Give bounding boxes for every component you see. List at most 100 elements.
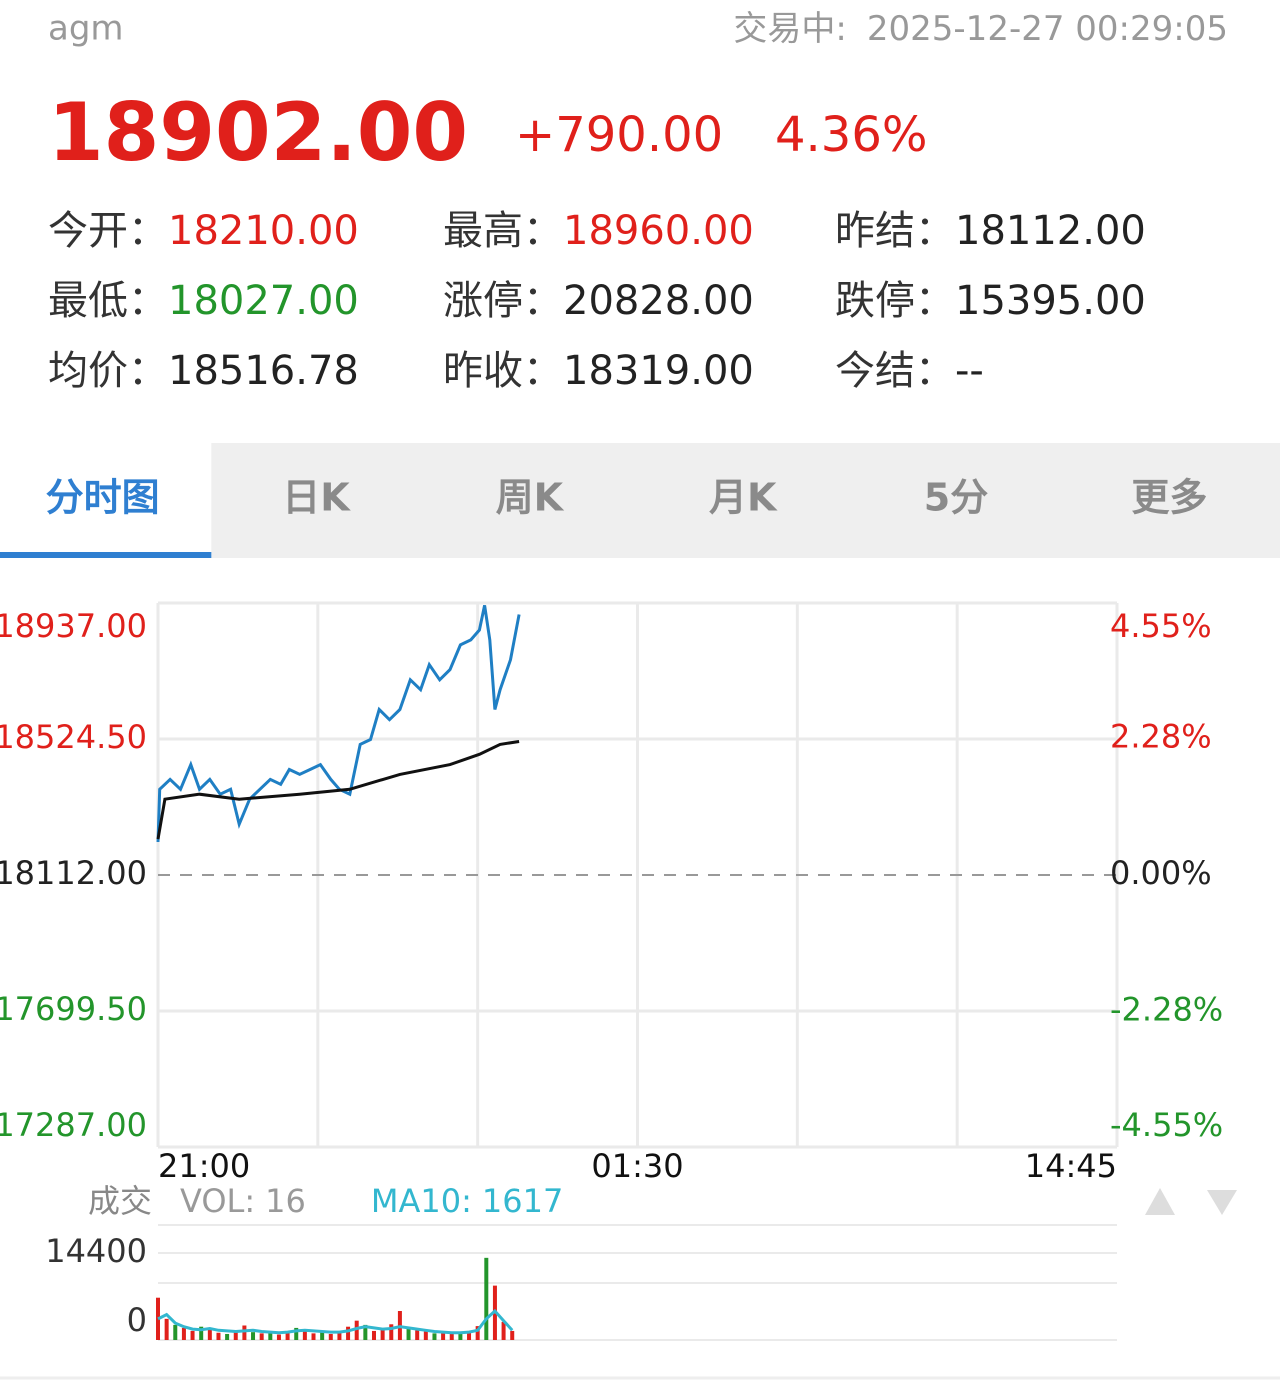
stat-value: 18960.00	[563, 208, 754, 254]
volume-bar	[337, 1331, 342, 1340]
volume-bar	[294, 1327, 299, 1340]
tab-active-bg	[0, 443, 212, 558]
volume-bar	[268, 1331, 273, 1340]
stat: 昨收：18319.00	[443, 348, 754, 394]
volume-bar	[501, 1321, 506, 1340]
vol-label: VOL:	[180, 1182, 255, 1220]
tab[interactable]: 分时图	[46, 476, 160, 520]
stat-value: 18319.00	[563, 348, 754, 394]
y-tick-label: 17287.00	[0, 1106, 147, 1144]
arrow-down-button[interactable]	[1207, 1190, 1237, 1215]
stat-label: 昨收：	[443, 348, 563, 394]
status-line: 交易中: 2025-12-27 00:29:05	[733, 9, 1228, 49]
y2-tick-label: -2.28%	[1110, 990, 1223, 1028]
tabs: 分时图 日K 周K 月K 5分 更多	[0, 443, 1207, 558]
stat-value: 18516.78	[168, 348, 359, 394]
last-price: 18902.00	[48, 86, 468, 179]
volume-bar	[311, 1333, 316, 1340]
volume-bar	[328, 1333, 333, 1340]
volume-bar	[467, 1330, 472, 1340]
volume-bar	[233, 1330, 238, 1340]
volume-bar	[225, 1333, 230, 1340]
y2-tick-label: 2.28%	[1110, 718, 1212, 756]
stat-value: 15395.00	[955, 278, 1146, 324]
y-tick-label: 17699.50	[0, 990, 147, 1028]
volume-bar	[354, 1320, 359, 1340]
volume-bar	[475, 1326, 480, 1340]
stat-label: 最低：	[48, 278, 168, 324]
volume-bar	[346, 1326, 351, 1340]
price-change: +790.00	[515, 107, 723, 163]
stat-label: 涨停：	[443, 278, 563, 324]
stat-value: 18210.00	[168, 208, 359, 254]
vol-value: 16	[265, 1182, 306, 1220]
ma-value: 1617	[482, 1182, 563, 1220]
average-line	[156, 740, 520, 840]
symbol: agm	[48, 9, 124, 49]
volume-bar	[449, 1333, 454, 1340]
stat-label: 最高：	[443, 208, 563, 254]
volume-bar	[302, 1330, 307, 1340]
tab[interactable]: 5分	[924, 476, 988, 520]
tab[interactable]: 日K	[282, 476, 351, 520]
stat: 今开：18210.00	[48, 208, 359, 254]
stat-label: 昨结：	[835, 208, 955, 254]
volume-bar	[484, 1257, 489, 1340]
volume-bar	[207, 1329, 212, 1340]
tab[interactable]: 月K	[709, 476, 778, 520]
stat: 昨结：18112.00	[835, 208, 1146, 254]
stat: 均价：18516.78	[48, 348, 359, 394]
y-tick-label: 18524.50	[0, 718, 147, 756]
stat-value: --	[955, 348, 984, 394]
status: 交易中:	[733, 9, 846, 49]
volume-bar	[320, 1332, 325, 1340]
stat-label: 跌停：	[835, 278, 955, 324]
tab[interactable]: 周K	[496, 476, 565, 520]
volume-chart: 成交 VOL: 16 MA10: 1617 0 14400	[45, 1182, 1117, 1341]
volume-bar	[363, 1324, 368, 1340]
volume-bar	[190, 1330, 195, 1340]
stat-value: 18027.00	[168, 278, 359, 324]
stat: 涨停：20828.00	[443, 278, 754, 324]
volume-bar	[380, 1329, 385, 1340]
stat-value: 20828.00	[563, 278, 754, 324]
ma-label: MA10:	[371, 1182, 472, 1220]
arrow-up-button[interactable]	[1145, 1188, 1175, 1215]
timestamp: 2025-12-27 00:29:05	[867, 9, 1228, 49]
stat-label: 均价：	[48, 348, 168, 394]
y2-tick-label: 0.00%	[1110, 854, 1212, 892]
stat: 跌停：15395.00	[835, 278, 1146, 324]
intraday-chart: 18937.00 18524.50 18112.00 17699.50 17287.00…	[0, 601, 1223, 1185]
volume-bar	[173, 1324, 178, 1340]
volume-bar	[216, 1332, 221, 1340]
stat-label: 今开：	[48, 208, 168, 254]
y2-tick-label: 4.55%	[1110, 607, 1212, 645]
stats: 今开：18210.00 最高：18960.00 昨结：18112.00 最低：1802…	[48, 208, 1146, 394]
volume-bar	[415, 1330, 420, 1340]
tab[interactable]: 更多	[1131, 476, 1207, 520]
volume-bar	[276, 1334, 281, 1340]
volume-bar	[285, 1332, 290, 1340]
stat: 最高：18960.00	[443, 208, 754, 254]
price-line	[156, 604, 521, 843]
volume-bar	[406, 1328, 411, 1340]
tab-bar	[0, 443, 1280, 558]
volume-bar	[181, 1327, 186, 1340]
volume-bar	[242, 1325, 247, 1340]
volume-header: 成交 VOL: 16 MA10: 1617	[88, 1182, 563, 1220]
volume-bar	[164, 1318, 169, 1340]
volume-bar	[458, 1332, 463, 1340]
y-tick-label: 18937.00	[0, 607, 147, 645]
price-change-percent: 4.36%	[775, 107, 927, 163]
y-tick-label: 14400	[45, 1232, 147, 1270]
volume-bar	[389, 1324, 394, 1340]
volume-bar	[251, 1332, 256, 1340]
x-tick-label: 21:00	[158, 1147, 250, 1185]
volume-bar	[199, 1326, 204, 1340]
volume-bar	[259, 1333, 264, 1340]
stat-value: 18112.00	[955, 208, 1146, 254]
y-tick-label: 18112.00	[0, 854, 147, 892]
volume-bar	[371, 1330, 376, 1340]
